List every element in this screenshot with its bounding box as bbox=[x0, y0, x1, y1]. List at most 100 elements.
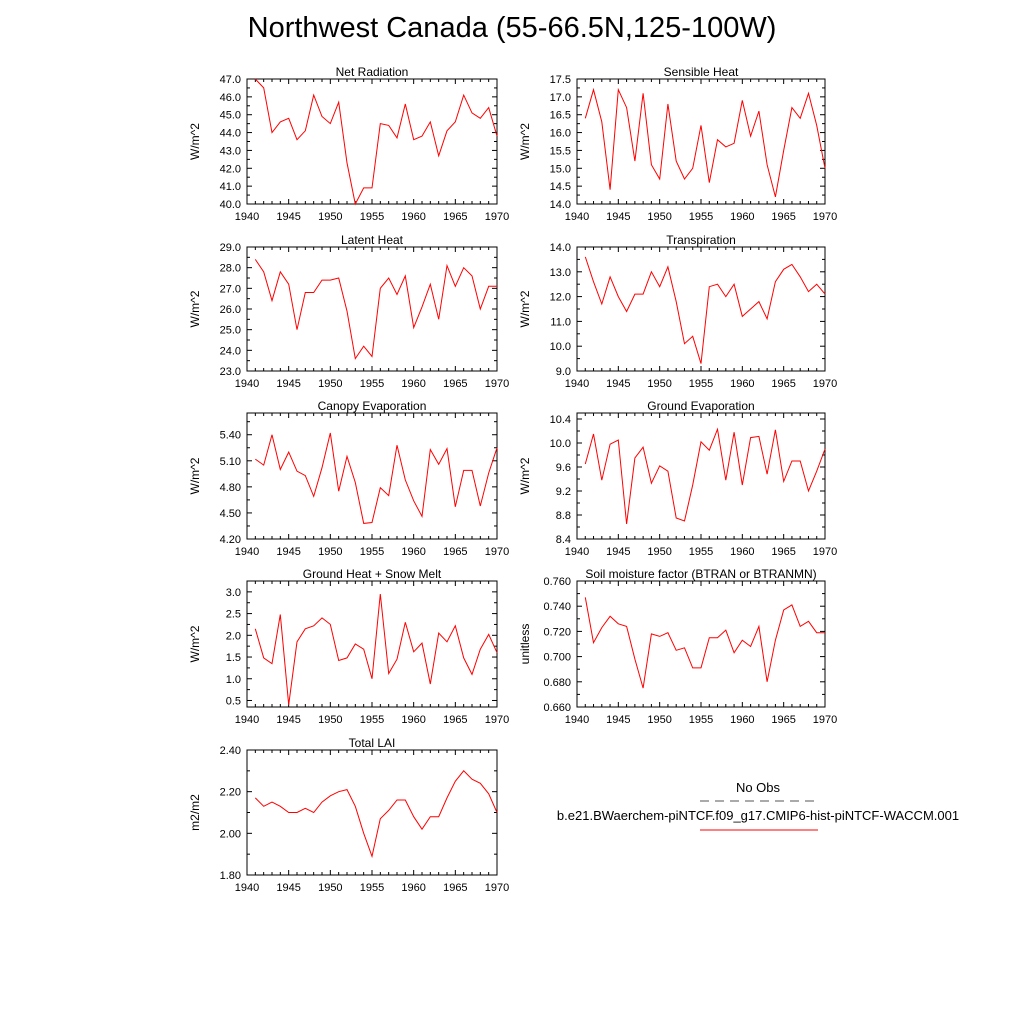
chart-panels: Net Radiation W/m^2 1940 1945 1950 1955 1960 19… bbox=[188, 65, 837, 894]
x-tick-label: 1950 bbox=[647, 714, 671, 726]
chart-panel-4: Transpiration W/m^2 1940 1945 1950 1955 1960 19… bbox=[518, 233, 837, 390]
y-axis-label: W/m^2 bbox=[188, 123, 202, 160]
x-tick-label: 1945 bbox=[276, 546, 300, 558]
chart-panel-1: Net Radiation W/m^2 1940 1945 1950 1955 1960 19… bbox=[188, 65, 509, 223]
y-tick-label: 14.0 bbox=[550, 199, 571, 211]
x-tick-label: 1950 bbox=[318, 211, 342, 223]
panel-title: Soil moisture factor (BTRAN or BTRANMN) bbox=[585, 567, 816, 581]
x-tick-label: 1950 bbox=[318, 714, 342, 726]
y-tick-label: 46.0 bbox=[220, 92, 241, 104]
y-tick-label: 14.5 bbox=[550, 181, 571, 193]
series-line bbox=[255, 432, 498, 524]
x-tick-label: 1950 bbox=[318, 882, 342, 894]
x-tick-label: 1965 bbox=[771, 546, 795, 558]
series-line bbox=[254, 770, 498, 859]
panel-title: Canopy Evaporation bbox=[318, 399, 427, 413]
y-tick-label: 14.0 bbox=[550, 242, 571, 254]
x-tick-label: 1940 bbox=[235, 211, 259, 223]
y-tick-label: 23.0 bbox=[220, 366, 241, 378]
y-tick-label: 25.0 bbox=[220, 325, 241, 337]
x-tick-label: 1955 bbox=[360, 378, 384, 390]
y-tick-label: 11.0 bbox=[550, 316, 571, 328]
x-tick-label: 1955 bbox=[689, 378, 713, 390]
y-tick-label: 27.0 bbox=[220, 283, 241, 295]
x-tick-label: 1950 bbox=[647, 211, 671, 223]
x-tick-label: 1945 bbox=[276, 882, 300, 894]
x-tick-label: 1970 bbox=[813, 211, 837, 223]
x-tick-label: 1970 bbox=[813, 546, 837, 558]
y-tick-label: 0.700 bbox=[543, 652, 571, 664]
x-tick-label: 1955 bbox=[689, 546, 713, 558]
y-tick-label: 2.00 bbox=[220, 828, 241, 840]
y-tick-label: 0.5 bbox=[226, 695, 241, 707]
y-tick-label: 0.760 bbox=[543, 576, 571, 588]
panel-title: Latent Heat bbox=[341, 233, 404, 247]
y-tick-label: 15.0 bbox=[550, 163, 571, 175]
x-tick-label: 1960 bbox=[730, 378, 754, 390]
y-tick-label: 24.0 bbox=[220, 345, 241, 357]
x-tick-label: 1950 bbox=[318, 378, 342, 390]
y-tick-label: 8.8 bbox=[556, 510, 571, 522]
x-tick-label: 1940 bbox=[235, 882, 259, 894]
x-tick-label: 1950 bbox=[647, 378, 671, 390]
x-tick-label: 1955 bbox=[689, 714, 713, 726]
x-tick-label: 1970 bbox=[485, 546, 509, 558]
x-tick-label: 1965 bbox=[443, 882, 467, 894]
x-tick-label: 1965 bbox=[443, 714, 467, 726]
panel-title: Total LAI bbox=[349, 736, 396, 750]
y-tick-label: 28.0 bbox=[220, 263, 241, 275]
x-tick-label: 1940 bbox=[565, 714, 589, 726]
x-tick-label: 1955 bbox=[360, 546, 384, 558]
y-tick-label: 4.20 bbox=[220, 534, 241, 546]
x-tick-label: 1940 bbox=[565, 546, 589, 558]
x-tick-label: 1945 bbox=[606, 378, 630, 390]
x-tick-label: 1965 bbox=[771, 714, 795, 726]
y-tick-label: 2.40 bbox=[220, 745, 241, 757]
y-tick-label: 45.0 bbox=[220, 110, 241, 122]
y-axis-label: W/m^2 bbox=[188, 625, 202, 662]
legend-model-label: b.e21.BWaerchem-piNTCF.f09_g17.CMIP6-his… bbox=[557, 808, 959, 823]
chart-panel-5: Canopy Evaporation W/m^2 1940 1945 1950 1955 1… bbox=[188, 399, 509, 558]
y-tick-label: 26.0 bbox=[220, 304, 241, 316]
chart-panel-3: Latent Heat W/m^2 1940 1945 1950 1955 1960 1965… bbox=[188, 233, 509, 390]
series-line bbox=[584, 87, 826, 198]
y-tick-label: 10.4 bbox=[550, 414, 571, 426]
x-tick-label: 1950 bbox=[318, 546, 342, 558]
y-tick-label: 42.0 bbox=[220, 163, 241, 175]
x-tick-label: 1955 bbox=[689, 211, 713, 223]
y-tick-label: 3.0 bbox=[226, 587, 241, 599]
y-axis-label: m2/m2 bbox=[188, 794, 202, 831]
chart-panel-2: Sensible Heat W/m^2 1940 1945 1950 1955 1960 19… bbox=[518, 65, 837, 223]
x-tick-label: 1970 bbox=[485, 378, 509, 390]
plot-frame bbox=[246, 412, 498, 540]
series-line bbox=[584, 256, 826, 364]
y-tick-label: 0.720 bbox=[543, 626, 571, 638]
x-tick-label: 1945 bbox=[606, 211, 630, 223]
plot-frame bbox=[576, 246, 826, 372]
y-axis-label: W/m^2 bbox=[188, 457, 202, 494]
y-tick-label: 15.5 bbox=[550, 145, 571, 157]
y-tick-label: 12.0 bbox=[550, 292, 571, 304]
y-tick-label: 17.5 bbox=[550, 74, 571, 86]
y-tick-label: 29.0 bbox=[220, 242, 241, 254]
y-axis-label: W/m^2 bbox=[518, 123, 532, 160]
y-tick-label: 47.0 bbox=[220, 74, 241, 86]
x-tick-label: 1945 bbox=[276, 211, 300, 223]
panel-title: Transpiration bbox=[666, 233, 736, 247]
x-tick-label: 1955 bbox=[360, 882, 384, 894]
x-tick-label: 1940 bbox=[235, 714, 259, 726]
x-tick-label: 1960 bbox=[401, 546, 425, 558]
y-tick-label: 1.5 bbox=[226, 652, 241, 664]
x-tick-label: 1960 bbox=[401, 882, 425, 894]
x-tick-label: 1945 bbox=[276, 378, 300, 390]
x-tick-label: 1965 bbox=[443, 211, 467, 223]
y-tick-label: 40.0 bbox=[220, 199, 241, 211]
panel-title: Ground Heat + Snow Melt bbox=[303, 567, 442, 581]
panel-title: Net Radiation bbox=[336, 65, 409, 79]
y-tick-label: 2.20 bbox=[220, 787, 241, 799]
y-tick-label: 0.660 bbox=[543, 702, 571, 714]
x-tick-label: 1955 bbox=[360, 211, 384, 223]
legend: No Obs b.e21.BWaerchem-piNTCF.f09_g17.CM… bbox=[557, 780, 959, 831]
y-tick-label: 9.2 bbox=[556, 486, 571, 498]
